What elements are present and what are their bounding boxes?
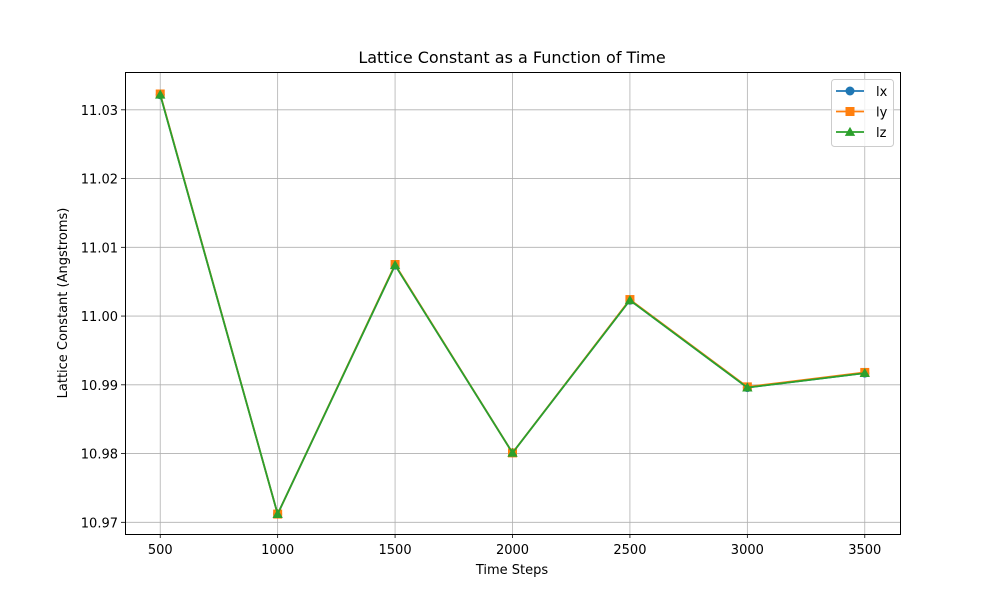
plot-frame	[125, 72, 901, 535]
legend-marker	[845, 107, 855, 116]
x-tick-label: 3000	[731, 543, 764, 558]
legend-item-ly: ly	[836, 106, 888, 121]
y-tick-label: 11.02	[81, 173, 118, 188]
y-axis-ticks: 10.97 10.98 10.99 11.00 11.01 11.02 11.03	[81, 104, 125, 531]
x-tick-label: 1500	[379, 543, 412, 558]
x-tick-label: 2500	[613, 543, 646, 558]
data-point-lz	[389, 260, 401, 270]
legend-label: ly	[876, 106, 888, 121]
legend: lx ly lz	[831, 79, 894, 147]
series-lz	[155, 89, 870, 518]
legend-label: lx	[876, 85, 888, 100]
data-point-lz	[507, 447, 518, 457]
x-tick-label: 500	[148, 543, 173, 558]
y-tick-label: 10.99	[81, 379, 118, 394]
legend-item-lx: lx	[836, 85, 888, 100]
x-tick-label: 2000	[496, 543, 529, 558]
y-tick-label: 10.98	[81, 448, 118, 463]
data-point-lz	[859, 367, 870, 378]
y-tick-label: 10.97	[81, 516, 118, 531]
y-tick-label: 11.03	[81, 104, 118, 119]
data-point-lz	[742, 382, 753, 392]
legend-box	[831, 79, 894, 147]
chart-title: Lattice Constant as a Function of Time	[358, 48, 665, 67]
legend-label: lz	[876, 126, 887, 141]
legend-item-lz: lz	[836, 126, 887, 141]
y-axis-title: Lattice Constant (Angstroms)	[56, 208, 71, 399]
data-point-lz	[155, 89, 166, 99]
x-axis-ticks: 500 1000 1500 2000 2500 3000 3500	[148, 534, 881, 558]
data-point-lz	[624, 295, 636, 305]
y-tick-label: 11.01	[81, 241, 118, 256]
x-tick-label: 1000	[261, 543, 294, 558]
y-tick-label: 11.00	[81, 310, 118, 325]
legend-marker	[845, 86, 855, 96]
x-axis-title: Time Steps	[475, 563, 549, 578]
legend-marker	[844, 126, 856, 136]
x-tick-label: 3500	[848, 543, 881, 558]
data-point-lz	[272, 508, 283, 518]
series-layer	[155, 89, 870, 519]
